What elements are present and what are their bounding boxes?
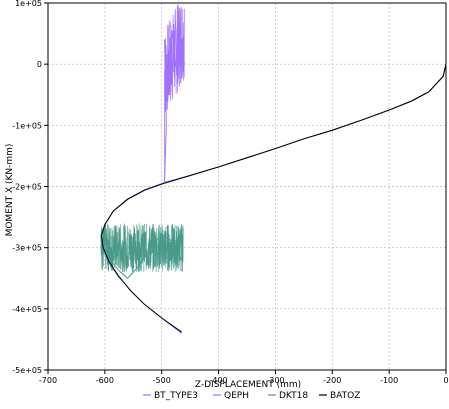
grid xyxy=(48,2,446,371)
legend: BT_TYPE3 QEPH DKT18 BATOZ xyxy=(143,391,360,401)
x-tick-label: -500 xyxy=(153,376,171,385)
plot-frame xyxy=(47,2,447,371)
x-tick-label: -700 xyxy=(39,376,57,385)
x-tick-label: -200 xyxy=(323,376,341,385)
legend-entry: DKT18 xyxy=(279,391,308,401)
series-line-dkt18-oscillation xyxy=(100,223,184,273)
series-line-batoz xyxy=(100,64,447,333)
axes: -700 -600 -500 -400 -300 -200 -100 0 1e+05 0 -1e+0… xyxy=(12,0,448,385)
legend-entry: BT_TYPE3 xyxy=(154,391,198,401)
legend-entry: QEPH xyxy=(224,391,249,401)
series-line-qeph xyxy=(164,24,447,183)
y-tick-label: 1e+05 xyxy=(15,0,42,8)
y-tick-label: -2e+05 xyxy=(12,183,42,192)
y-tick-label: -1e+05 xyxy=(12,121,42,130)
x-tick-label: 0 xyxy=(443,376,448,385)
x-tick-label: -100 xyxy=(380,376,398,385)
y-tick-label: -3e+05 xyxy=(12,244,42,253)
series-line-qeph-oscillation xyxy=(164,0,185,183)
y-tick-label: -5e+05 xyxy=(12,366,42,375)
x-tick-label: -400 xyxy=(209,376,227,385)
y-tick-label: -4e+05 xyxy=(12,305,42,314)
series-lines xyxy=(100,0,447,334)
y-axis-label: MOMENT X (KN-mm) xyxy=(5,144,15,237)
legend-entry: BATOZ xyxy=(330,391,360,401)
y-tick-label: 0 xyxy=(37,60,42,69)
x-tick-label: -300 xyxy=(266,376,284,385)
x-axis-label: Z-DISPLACEMENT (mm) xyxy=(195,380,301,390)
x-tick-label: -600 xyxy=(96,376,114,385)
series-line-bt-type3 xyxy=(100,64,447,334)
